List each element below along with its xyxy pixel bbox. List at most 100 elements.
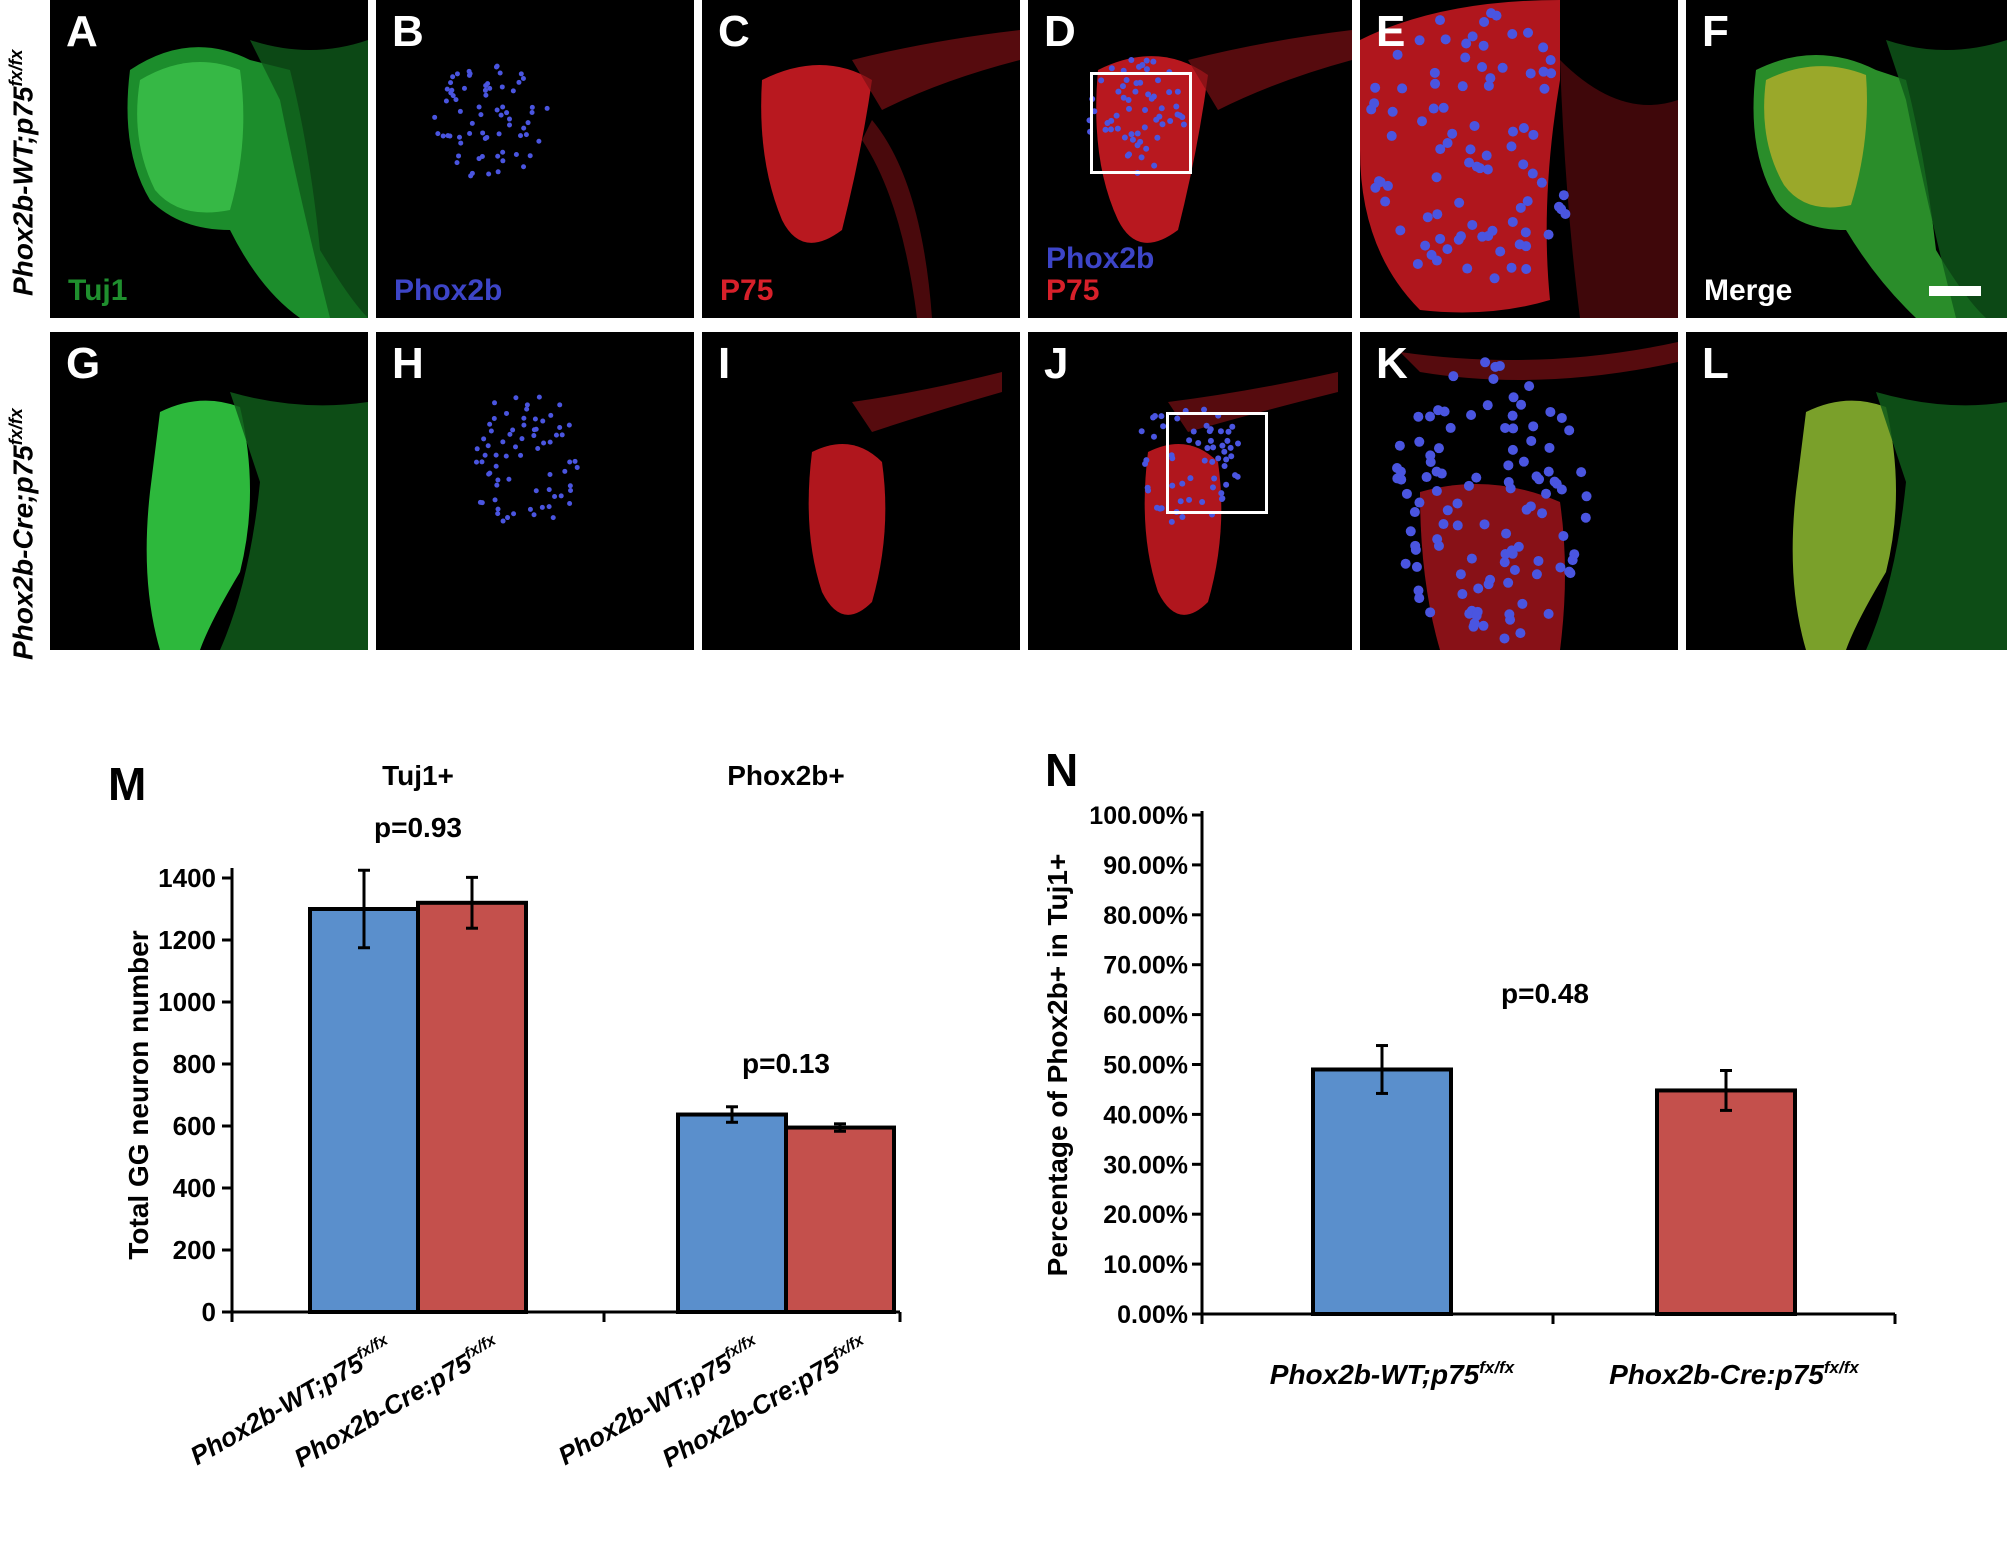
nucleus-dot — [1211, 475, 1218, 482]
nucleus-dot — [518, 452, 524, 458]
nucleus-dot — [1507, 126, 1518, 137]
nucleus-dot — [1545, 55, 1556, 66]
nucleus-dot — [491, 415, 497, 421]
panel-f: F Merge — [1686, 0, 2007, 318]
nucleus-dot — [1132, 88, 1139, 95]
nucleus-dot — [1177, 498, 1184, 505]
nucleus-dot — [1150, 58, 1157, 65]
nucleus-dot — [1397, 83, 1408, 94]
nucleus-dot — [1139, 61, 1146, 68]
nucleus-dot — [1107, 126, 1114, 133]
nucleus-dot — [505, 515, 511, 521]
nucleus-dot — [1466, 409, 1477, 420]
phox2b-micrograph — [432, 63, 550, 179]
nucleus-dot — [1551, 478, 1562, 489]
nucleus-dot — [1534, 474, 1545, 485]
roi-box — [1090, 72, 1192, 174]
y-tick-label: 1200 — [158, 925, 216, 955]
panel-letter: G — [66, 339, 101, 388]
nucleus-dot — [562, 468, 568, 474]
panel-b: B Phox2b — [376, 0, 694, 318]
nucleus-dot — [1483, 80, 1494, 91]
nucleus-dot — [1108, 65, 1115, 72]
panel-c: C P75 — [702, 0, 1020, 318]
nucleus-dot — [480, 130, 486, 136]
nucleus-dot — [1503, 577, 1514, 588]
nucleus-dot — [1409, 507, 1420, 518]
nucleus-dot — [1478, 40, 1489, 51]
nucleus-dot — [1486, 8, 1497, 19]
channel-label-overlay: Phox2b P75 — [1046, 243, 1154, 306]
zoom-micrograph — [1392, 342, 1678, 650]
bar — [1311, 1067, 1453, 1316]
nucleus-dot — [1435, 233, 1446, 244]
nucleus-dot — [1142, 106, 1149, 113]
nucleus-dot — [447, 133, 453, 139]
y-tick-label: 400 — [173, 1173, 216, 1203]
nucleus-dot — [547, 472, 553, 478]
channel-label-p75: P75 — [720, 273, 774, 307]
bar — [676, 1112, 788, 1315]
nucleus-dot — [1123, 77, 1130, 84]
nucleus-dot — [1155, 77, 1162, 84]
nucleus-dot — [1431, 172, 1442, 183]
channel-label-merge: Merge — [1704, 273, 1793, 307]
nucleus-dot — [1234, 473, 1241, 480]
nucleus-dot — [1455, 231, 1466, 242]
y-tick-label: 70.00% — [1103, 952, 1188, 980]
y-axis-label: Percentage of Phox2b+ in Tuj1+ — [1042, 854, 1073, 1277]
y-tick-label: 0.00% — [1117, 1301, 1188, 1329]
nucleus-dot — [1201, 457, 1208, 464]
nucleus-dot — [1490, 361, 1501, 372]
nucleus-dot — [499, 84, 505, 90]
nucleus-dot — [513, 395, 519, 401]
nucleus-dot — [1576, 467, 1587, 478]
nucleus-dot — [1558, 530, 1569, 541]
nucleus-dot — [1521, 504, 1532, 515]
nucleus-dot — [476, 104, 482, 110]
nucleus-dot — [432, 114, 438, 120]
nucleus-dot — [1190, 428, 1197, 435]
nucleus-dot — [1482, 400, 1493, 411]
nucleus-dot — [1495, 246, 1506, 257]
nucleus-dot — [1537, 508, 1548, 519]
nucleus-dot — [500, 104, 506, 110]
bar — [308, 907, 420, 1314]
nucleus-dot — [483, 92, 489, 98]
nucleus-dot — [1180, 121, 1187, 128]
nucleus-dot — [500, 149, 506, 155]
nucleus-dot — [1150, 93, 1157, 100]
nucleus-dot — [557, 424, 563, 430]
nucleus-dot — [1464, 157, 1475, 168]
nucleus-dot — [511, 511, 517, 517]
nucleus-dot — [1168, 452, 1175, 459]
nucleus-dot — [500, 439, 506, 445]
nucleus-dot — [1538, 66, 1549, 77]
nucleus-dot — [1442, 244, 1453, 255]
nucleus-dot — [1102, 126, 1109, 133]
nucleus-dot — [1527, 168, 1538, 179]
x-category-label: Phox2b-Cre:p75fx/fx — [289, 1331, 506, 1474]
nucleus-dot — [1414, 436, 1425, 447]
nucleus-dot — [506, 476, 512, 482]
nucleus-dot — [1203, 422, 1210, 429]
nucleus-dot — [488, 428, 494, 434]
nucleus-dot — [482, 452, 488, 458]
nucleus-dot — [1435, 15, 1446, 26]
nucleus-dot — [503, 453, 509, 459]
nucleus-dot — [1225, 428, 1232, 435]
nucleus-dot — [1428, 103, 1439, 114]
nucleus-dot — [518, 71, 524, 77]
nucleus-dot — [1523, 27, 1534, 38]
nucleus-dot — [1431, 466, 1442, 477]
nucleus-dot — [572, 458, 578, 464]
nucleus-dot — [1438, 519, 1449, 530]
merge-micrograph — [1792, 392, 2007, 650]
nucleus-dot — [1528, 421, 1539, 432]
nucleus-dot — [1506, 141, 1517, 152]
nucleus-dot — [1580, 512, 1591, 523]
nucleus-dot — [1477, 62, 1488, 73]
panel-letter: B — [392, 7, 424, 56]
panel-g: G — [50, 332, 368, 650]
nucleus-dot — [1160, 423, 1167, 430]
